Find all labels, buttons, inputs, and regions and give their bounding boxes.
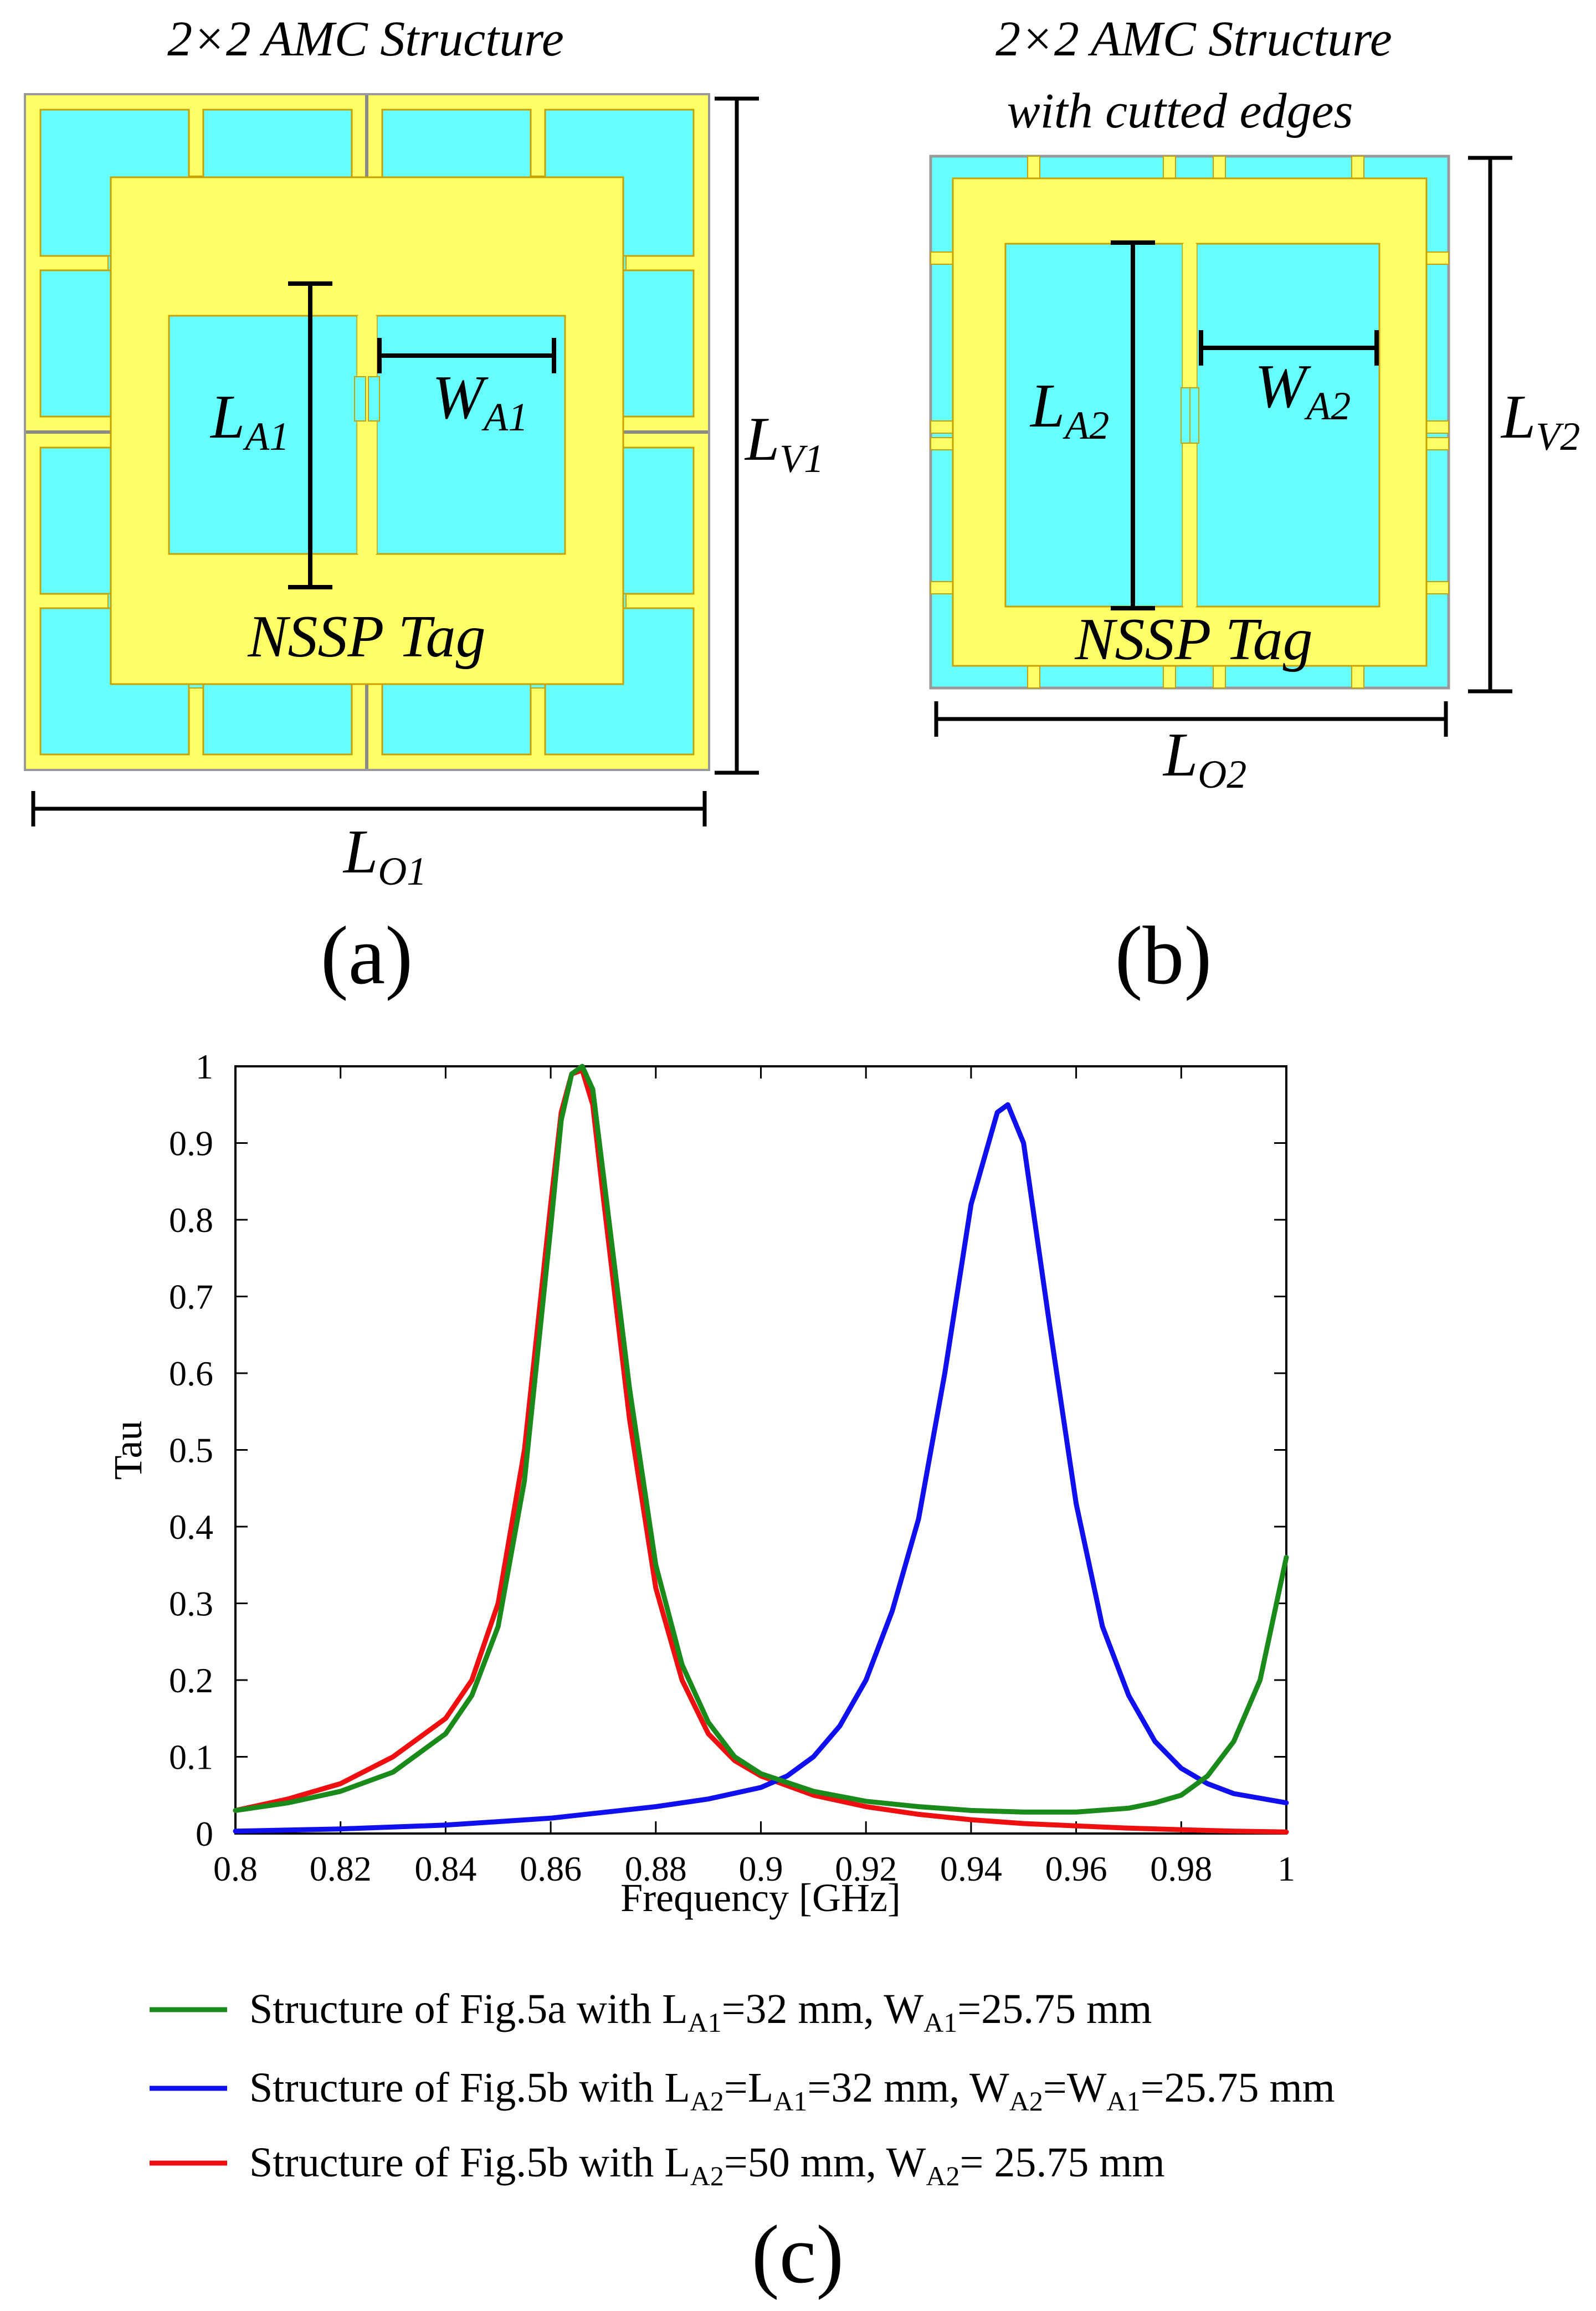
y-tick-label: 0.3 [169,1584,213,1624]
panel-a-label: (a) [321,910,413,1002]
dimension-la2 [1111,240,1155,610]
x-tick-label: 1 [1277,1849,1295,1888]
label-la2: LA2 [1029,372,1109,448]
panel-c-label: (c) [752,2209,844,2300]
panel-b-title-line1: 2×2 AMC Structure [995,12,1392,66]
legend-entry-blue: Structure of Fig.5b with LA2=LA1=32 mm, … [150,2065,1335,2117]
tag-notch-left-a [354,376,366,422]
chart-series [233,1064,1289,1835]
x-tick-label: 0.8 [213,1849,258,1888]
tag-notch-right-b [1189,387,1199,444]
series-line-red [233,1067,1289,1835]
x-tick-label: 0.96 [1045,1849,1107,1888]
y-tick-label: 0.6 [169,1354,213,1393]
legend-label-green: Structure of Fig.5a with LA1=32 mm, WA1=… [249,1986,1152,2038]
chart-legend: Structure of Fig.5a with LA1=32 mm, WA1=… [150,1986,1335,2191]
y-tick-label: 0.8 [169,1200,213,1240]
dimension-lv2 [1468,156,1512,694]
label-wa1: WA1 [432,363,528,439]
label-la1: LA1 [209,383,289,459]
panel-b-label: (b) [1115,910,1212,1002]
label-lo1: LO1 [342,818,427,893]
amc-link [1027,156,1040,179]
y-axis-label: Tau [106,1421,150,1480]
legend-label-blue: Structure of Fig.5b with LA2=LA1=32 mm, … [249,2065,1335,2117]
panel-a: 2×2 AMC Structure LA1 WA1 [24,12,824,1002]
y-tick-label: 0.5 [169,1431,213,1470]
amc-link [930,437,953,450]
label-wa2: WA2 [1255,352,1351,428]
dimension-wa2 [1199,330,1379,366]
amc-link [1426,581,1449,594]
x-tick-label: 0.88 [625,1849,687,1888]
amc-link [1213,156,1226,179]
panel-b-title-line2: with cutted edges [1007,84,1353,138]
x-tick-label: 0.9 [739,1849,783,1888]
label-lo2: LO2 [1162,721,1246,797]
amc-link [1351,665,1364,689]
x-tick-label: 0.92 [835,1849,897,1888]
legend-entry-red: Structure of Fig.5b with LA2=50 mm, WA2=… [150,2139,1165,2191]
tag-notch-left-b [1181,387,1190,444]
dimension-wa1 [377,338,556,373]
x-tick-label: 0.94 [940,1849,1002,1888]
series-line-blue [233,1102,1289,1834]
x-tick-label: 0.84 [414,1849,476,1888]
label-lv2: LV2 [1500,383,1580,459]
dimension-la1 [288,281,332,589]
dimension-lv1 [715,96,759,775]
legend-entry-green: Structure of Fig.5a with LA1=32 mm, WA1=… [150,1986,1152,2038]
chart-ticks: 0.8 0.82 0.84 0.86 0.88 0.9 0.92 0.94 0.96 0.98 1 0… [169,1047,1295,1888]
y-tick-label: 0.4 [169,1507,213,1547]
series-line-green [233,1064,1289,1815]
amc-link [1426,437,1449,450]
amc-link [1163,156,1176,179]
dimension-lo1 [31,791,707,826]
tag-notch-right-a [368,376,380,422]
amc-links-b [930,156,1449,689]
panel-a-title: 2×2 AMC Structure [167,12,564,66]
x-axis-label: Frequency [GHz] [620,1876,901,1920]
panel-c-chart: 0.8 0.82 0.84 0.86 0.88 0.9 0.92 0.94 0.96 0.98 1 0… [106,1047,1295,1920]
y-tick-label: 0.1 [169,1738,213,1777]
tag-patch-right-b [1195,243,1381,608]
amc-link [1027,665,1040,689]
legend-label-red: Structure of Fig.5b with LA2=50 mm, WA2=… [249,2139,1165,2191]
x-tick-label: 0.86 [520,1849,582,1888]
tag-patch-left-b [1004,243,1184,608]
x-tick-label: 0.98 [1150,1849,1212,1888]
y-tick-label: 1 [196,1047,213,1086]
y-tick-label: 0 [196,1814,213,1853]
tag-patch-left-a [168,315,358,555]
amc-link [1426,420,1449,434]
y-tick-label: 0.2 [169,1661,213,1700]
dimension-lo2 [934,701,1448,737]
tag-label-b: NSSP Tag [1074,607,1312,672]
label-lv1: LV1 [744,405,824,481]
tag-label-a: NSSP Tag [247,604,485,670]
amc-link [930,251,953,265]
y-tick-label: 0.9 [169,1124,213,1163]
amc-link [930,581,953,594]
plot-frame [234,1065,1287,1835]
panel-b: 2×2 AMC Structure with cutted edges LA2 … [929,12,1580,1002]
x-tick-label: 0.82 [310,1849,372,1888]
tag-patch-right-a [376,315,566,555]
amc-link [1426,251,1449,265]
amc-link [1351,156,1364,179]
y-tick-label: 0.7 [169,1277,213,1317]
amc-link [930,420,953,434]
